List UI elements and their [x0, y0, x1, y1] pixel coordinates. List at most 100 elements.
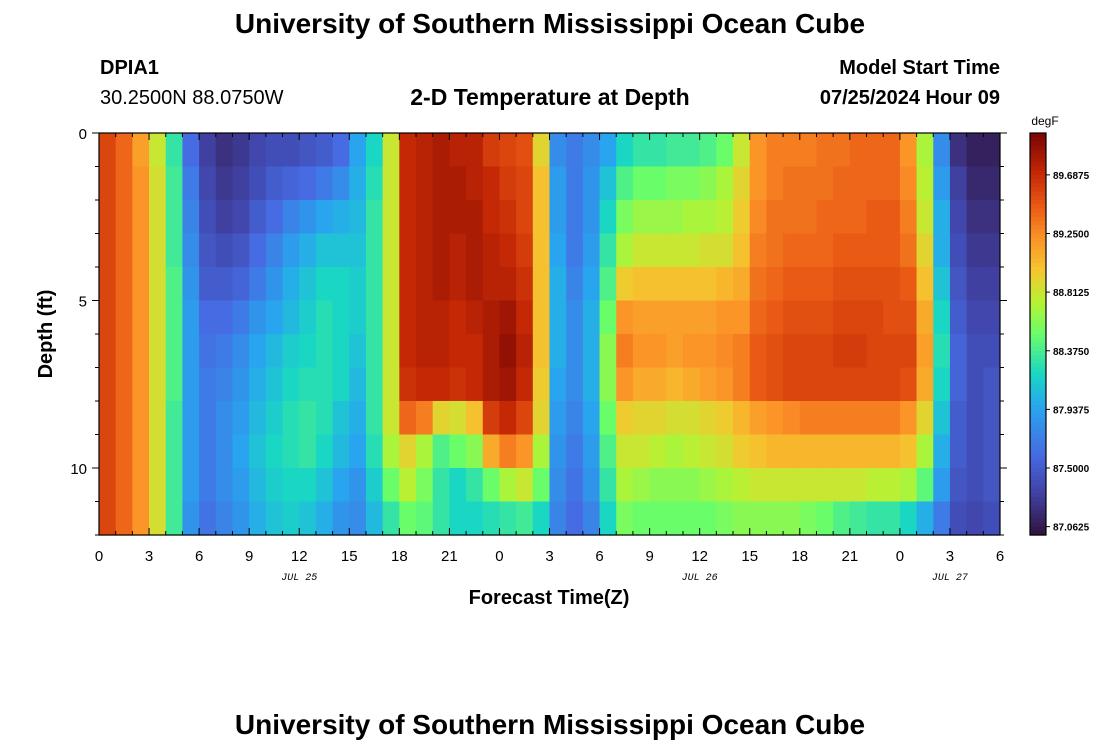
heatmap-cell	[132, 233, 150, 268]
heatmap-cell	[315, 166, 334, 201]
heatmap-cell	[265, 501, 284, 536]
heatmap-cell	[649, 501, 667, 536]
heatmap-cell	[899, 300, 918, 335]
heatmap-cell	[599, 434, 617, 469]
heatmap-cell	[232, 501, 250, 536]
heatmap-cell	[833, 133, 851, 168]
heatmap-cell	[365, 200, 384, 235]
colorbar-segment	[1030, 350, 1046, 356]
heatmap-cell	[716, 300, 734, 335]
heatmap-cell	[966, 367, 984, 402]
heatmap-cell	[149, 501, 167, 536]
heatmap-cell	[232, 401, 250, 436]
colorbar-segment	[1030, 434, 1046, 440]
heatmap-cell	[249, 434, 267, 469]
heatmap-cell	[849, 334, 868, 369]
heatmap-cell	[749, 367, 768, 402]
heatmap-cell	[749, 267, 768, 302]
colorbar-segment	[1030, 522, 1046, 528]
heatmap-cell	[466, 267, 484, 302]
heatmap-cell	[499, 401, 517, 436]
heatmap-cell	[933, 468, 951, 503]
colorbar-segment	[1030, 417, 1046, 423]
heatmap-cell	[983, 166, 1000, 201]
heatmap-cell	[599, 468, 617, 503]
colorbar-segment	[1030, 518, 1046, 524]
heatmap-cell	[682, 401, 701, 436]
colorbar-segment	[1030, 287, 1046, 293]
heatmap-cell	[916, 300, 934, 335]
heatmap-cell	[115, 367, 133, 402]
heatmap-cell	[966, 434, 984, 469]
colorbar-segment	[1030, 149, 1046, 155]
heatmap-cell	[215, 166, 234, 201]
heatmap-cell	[532, 468, 551, 503]
heatmap-cell	[749, 133, 768, 168]
heatmap-cell	[466, 233, 484, 268]
heatmap-cell	[149, 166, 167, 201]
heatmap-cell	[916, 267, 934, 302]
heatmap-cell	[449, 401, 467, 436]
heatmap-cell	[315, 367, 334, 402]
x-tick-label: 3	[545, 548, 553, 565]
heatmap-cell	[899, 468, 918, 503]
heatmap-cell	[199, 367, 217, 402]
colorbar-segment	[1030, 421, 1046, 427]
heatmap-cell	[916, 334, 934, 369]
heatmap-cell	[149, 300, 167, 335]
heatmap-cell	[399, 468, 417, 503]
heatmap-cell	[299, 133, 317, 168]
heatmap-cell	[215, 267, 234, 302]
heatmap-cell	[749, 434, 768, 469]
heatmap-cell	[866, 468, 884, 503]
heatmap-cell	[599, 200, 617, 235]
heatmap-cell	[833, 501, 851, 536]
colorbar-tick-label: 87.0625	[1053, 523, 1090, 534]
heatmap-cell	[716, 401, 734, 436]
heatmap-cell	[883, 133, 901, 168]
colorbar-tick-label: 89.2500	[1053, 230, 1090, 241]
heatmap-cell	[783, 468, 801, 503]
heatmap-cell	[115, 401, 133, 436]
heatmap-cell	[299, 267, 317, 302]
heatmap-cell	[499, 300, 517, 335]
colorbar-segment	[1030, 313, 1046, 318]
heatmap-cell	[199, 434, 217, 469]
x-tick-label: 18	[391, 548, 408, 565]
heatmap-cell	[566, 367, 584, 402]
heatmap-cell	[165, 401, 184, 436]
heatmap-cell	[749, 300, 768, 335]
heatmap-cell	[899, 334, 918, 369]
heatmap-cell	[699, 300, 717, 335]
heatmap-cell	[449, 367, 467, 402]
heatmap-cell	[866, 200, 884, 235]
heatmap-cell	[716, 133, 734, 168]
heatmap-cell	[799, 300, 818, 335]
heatmap-cell	[549, 501, 567, 536]
heatmap-cell	[949, 267, 968, 302]
heatmap-cell	[332, 166, 350, 201]
heatmap-cell	[649, 166, 667, 201]
heatmap-cell	[799, 133, 818, 168]
heatmap-cell	[416, 334, 434, 369]
heatmap-cell	[315, 133, 334, 168]
heatmap-cell	[499, 200, 517, 235]
heatmap-cell	[132, 334, 150, 369]
heatmap-cell	[349, 133, 367, 168]
heatmap-cell	[399, 200, 417, 235]
x-axis-title: Forecast Time(Z)	[469, 587, 630, 609]
x-tick-label: 0	[495, 548, 503, 565]
colorbar-segment	[1030, 183, 1046, 189]
heatmap-cell	[566, 166, 584, 201]
heatmap-cell	[215, 334, 234, 369]
y-tick-label: 5	[79, 294, 87, 311]
heatmap-cell	[516, 434, 534, 469]
heatmap-cell	[432, 200, 450, 235]
heatmap-cell	[516, 468, 534, 503]
heatmap-cell	[616, 200, 634, 235]
heatmap-cell	[733, 401, 751, 436]
heatmap-cell	[182, 367, 200, 402]
heatmap-cell	[315, 233, 334, 268]
heatmap-cell	[849, 434, 868, 469]
heatmap-cell	[949, 166, 968, 201]
